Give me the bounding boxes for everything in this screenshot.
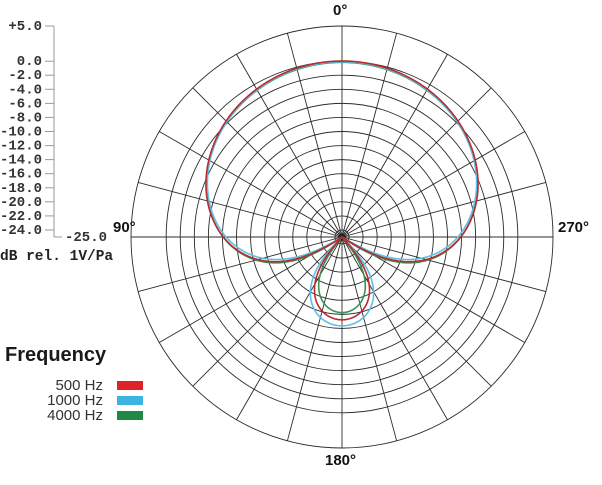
svg-text:-25.0: -25.0 [65,230,107,246]
svg-text:+5.0: +5.0 [8,19,42,35]
svg-text:-24.0: -24.0 [0,223,42,239]
